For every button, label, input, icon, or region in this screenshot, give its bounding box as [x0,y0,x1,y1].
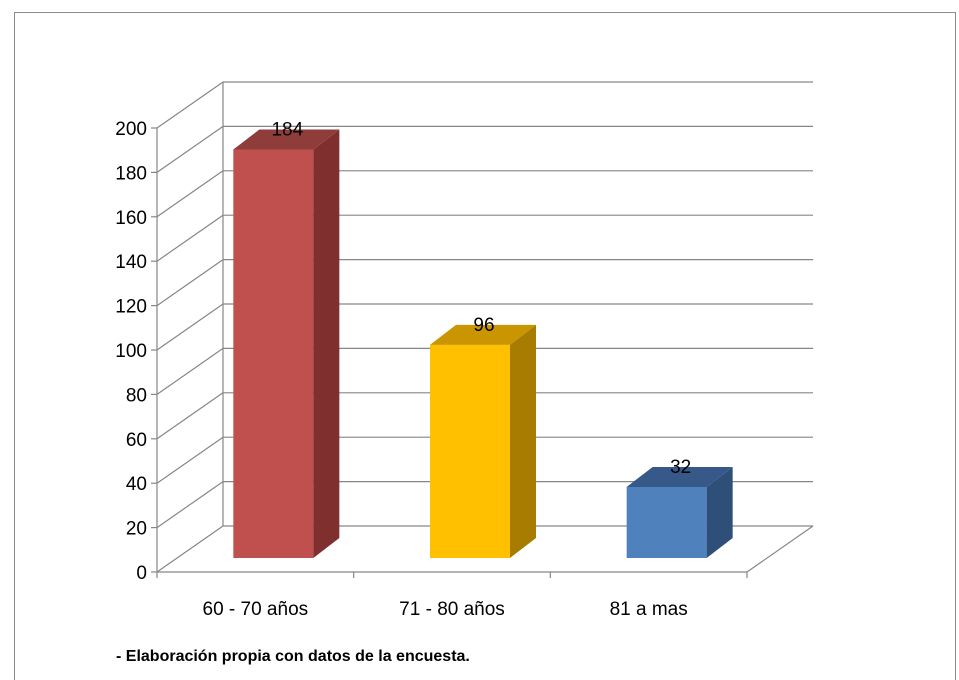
bar-top-1 [430,324,536,345]
y-tick-label-200: 200 [115,119,147,140]
source-note: - Elaboración propia con datos de la enc… [116,648,470,665]
side-gridline-40 [156,436,224,484]
side-gridline-60 [156,392,224,440]
data-label-1: 96 [473,315,494,336]
y-tick-label-20: 20 [126,519,147,540]
y-tick-label-0: 0 [136,563,147,584]
side-gridline-140 [156,214,224,262]
category-label-1: 71 - 80 años [399,599,505,620]
data-label-2: 32 [670,457,691,478]
y-tick-label-40: 40 [126,474,147,495]
side-gridline-20 [156,481,224,529]
side-gridline-0 [156,525,224,573]
bar-top-0 [233,129,340,150]
y-tick-label-100: 100 [115,341,147,362]
side-gridline-100 [156,303,224,351]
bar-side-2 [706,466,733,558]
side-gridline-120 [156,259,224,307]
side-gridline-200 [156,81,224,129]
bar-side-1 [510,324,536,558]
side-gridline-80 [156,347,224,395]
y-tick-label-160: 160 [115,208,147,229]
y-tick-label-140: 140 [115,252,147,273]
bar-side-0 [313,129,340,558]
category-label-0: 60 - 70 años [203,599,309,620]
category-label-2: 81 a mas [610,599,688,620]
data-label-0: 184 [271,120,303,141]
bar-front-2 [626,486,707,558]
bar-front-0 [233,149,314,558]
y-tick-label-180: 180 [115,163,147,184]
side-gridline-160 [156,170,224,218]
floor-right-edge [746,525,814,573]
bar-top-2 [626,466,733,487]
bar-front-1 [430,344,510,558]
y-tick-label-80: 80 [126,385,147,406]
side-gridline-180 [156,125,224,173]
y-tick-label-60: 60 [126,430,147,451]
y-tick-label-120: 120 [115,297,147,318]
